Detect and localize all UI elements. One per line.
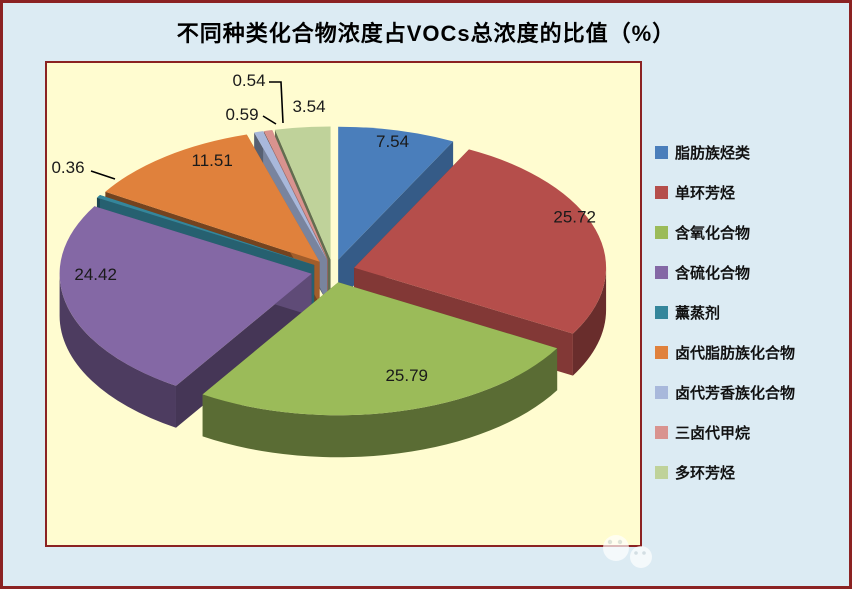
legend-label: 脂肪族烃类 (675, 145, 751, 162)
slice-top-face (59, 206, 312, 386)
legend-swatch (655, 426, 668, 439)
slice-top-face (96, 194, 315, 266)
slice-top-face (263, 129, 328, 260)
legend-label: 多环芳烃 (675, 465, 736, 482)
slice-top-face (338, 126, 454, 260)
legend-label: 含氧化合物 (675, 225, 751, 242)
legend-swatch (655, 386, 668, 399)
legend-item-8[interactable]: 多环芳烃 (655, 461, 795, 484)
legend-item-3[interactable]: 含硫化合物 (655, 261, 795, 284)
data-label-6: 0.59 (225, 105, 258, 124)
legend-label: 卤代芳香族化合物 (675, 385, 796, 402)
legend-swatch (655, 266, 668, 279)
slice-top-face (274, 126, 331, 260)
legend-swatch (655, 146, 668, 159)
legend-swatch (655, 226, 668, 239)
data-label-5: 11.51 (192, 151, 233, 170)
legend-swatch (655, 346, 668, 359)
legend: 脂肪族烃类单环芳烃含氧化合物含硫化合物薰蒸剂卤代脂肪族化合物 卤代芳香族化合物 三卤… (655, 141, 795, 484)
legend-swatch (655, 306, 668, 319)
slice-rim-wall (572, 267, 607, 376)
pie-slice-2[interactable] (202, 282, 558, 458)
data-label-1: 25.72 (553, 207, 596, 226)
legend-label: 卤代脂肪族化合物 (675, 345, 796, 362)
legend-label: 含硫化合物 (675, 265, 751, 282)
legend-item-1[interactable]: 单环芳烃 (655, 181, 795, 204)
label-leader-line (269, 81, 284, 124)
legend-label: 单环芳烃 (675, 185, 736, 202)
legend-label: 薰蒸剂 (675, 305, 721, 322)
legend-item-0[interactable]: 脂肪族烃类 (655, 141, 795, 164)
slice-top-face (254, 131, 328, 260)
label-leader-line (262, 115, 277, 125)
slice-rim-wall (202, 348, 558, 458)
legend-swatch (655, 466, 668, 479)
data-label-4: 0.36 (51, 158, 84, 177)
slice-top-face (105, 134, 320, 262)
slice-rim-wall (59, 273, 176, 428)
data-label-2: 25.79 (385, 366, 428, 385)
legend-item-2[interactable]: 含氧化合物 (655, 221, 795, 244)
legend-item-7[interactable]: 三卤代甲烷 (655, 421, 795, 444)
legend-swatch (655, 186, 668, 199)
legend-item-6[interactable]: 卤代芳香族化合物 (655, 381, 795, 404)
data-label-0: 7.54 (376, 132, 409, 151)
slice-top-face (202, 282, 558, 416)
data-label-7: 0.54 (232, 71, 265, 90)
legend-item-5[interactable]: 卤代脂肪族化合物 (655, 341, 795, 364)
chart-title: 不同种类化合物浓度占VOCs总浓度的比值（%） (176, 21, 676, 46)
slice-top-face (354, 149, 607, 334)
data-label-3: 24.42 (74, 265, 117, 284)
pie-3d-chart: 7.54 25.72 25.79 24.42 0.36 11.51 0.59 0.54 3.54 (51, 71, 607, 458)
data-label-8: 3.54 (292, 97, 325, 116)
legend-label: 三卤代甲烷 (675, 425, 751, 442)
label-leader-line (90, 170, 116, 180)
legend-item-4[interactable]: 薰蒸剂 (655, 301, 795, 324)
